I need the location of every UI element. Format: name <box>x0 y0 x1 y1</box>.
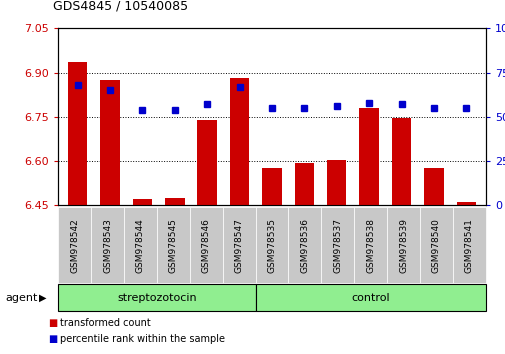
Bar <box>229 79 249 205</box>
Text: GSM978536: GSM978536 <box>300 218 309 273</box>
Text: transformed count: transformed count <box>60 318 150 328</box>
Text: GSM978541: GSM978541 <box>464 218 473 273</box>
Text: GSM978543: GSM978543 <box>103 218 112 273</box>
Bar <box>262 169 281 205</box>
Text: control: control <box>350 292 389 303</box>
Text: streptozotocin: streptozotocin <box>117 292 196 303</box>
Text: GSM978539: GSM978539 <box>398 218 407 273</box>
Text: GSM978535: GSM978535 <box>267 218 276 273</box>
Bar <box>165 198 184 205</box>
Text: agent: agent <box>5 292 37 303</box>
Text: GSM978547: GSM978547 <box>234 218 243 273</box>
Text: GSM978538: GSM978538 <box>366 218 374 273</box>
Bar <box>359 108 378 205</box>
Text: ■: ■ <box>48 334 57 344</box>
Text: ▶: ▶ <box>39 292 47 303</box>
Text: GSM978542: GSM978542 <box>70 218 79 273</box>
Bar <box>100 80 120 205</box>
Bar <box>294 162 314 205</box>
Bar <box>423 169 443 205</box>
Text: GSM978537: GSM978537 <box>333 218 341 273</box>
Bar <box>456 202 475 205</box>
Text: GSM978545: GSM978545 <box>169 218 177 273</box>
Bar <box>197 120 217 205</box>
Text: GSM978546: GSM978546 <box>201 218 210 273</box>
Bar <box>326 160 346 205</box>
Text: GSM978544: GSM978544 <box>136 218 144 273</box>
Text: percentile rank within the sample: percentile rank within the sample <box>60 334 224 344</box>
Text: GDS4845 / 10540085: GDS4845 / 10540085 <box>53 0 188 12</box>
Text: GSM978540: GSM978540 <box>431 218 440 273</box>
Bar <box>132 199 152 205</box>
Text: ■: ■ <box>48 318 57 328</box>
Bar <box>68 62 87 205</box>
Bar <box>391 118 411 205</box>
